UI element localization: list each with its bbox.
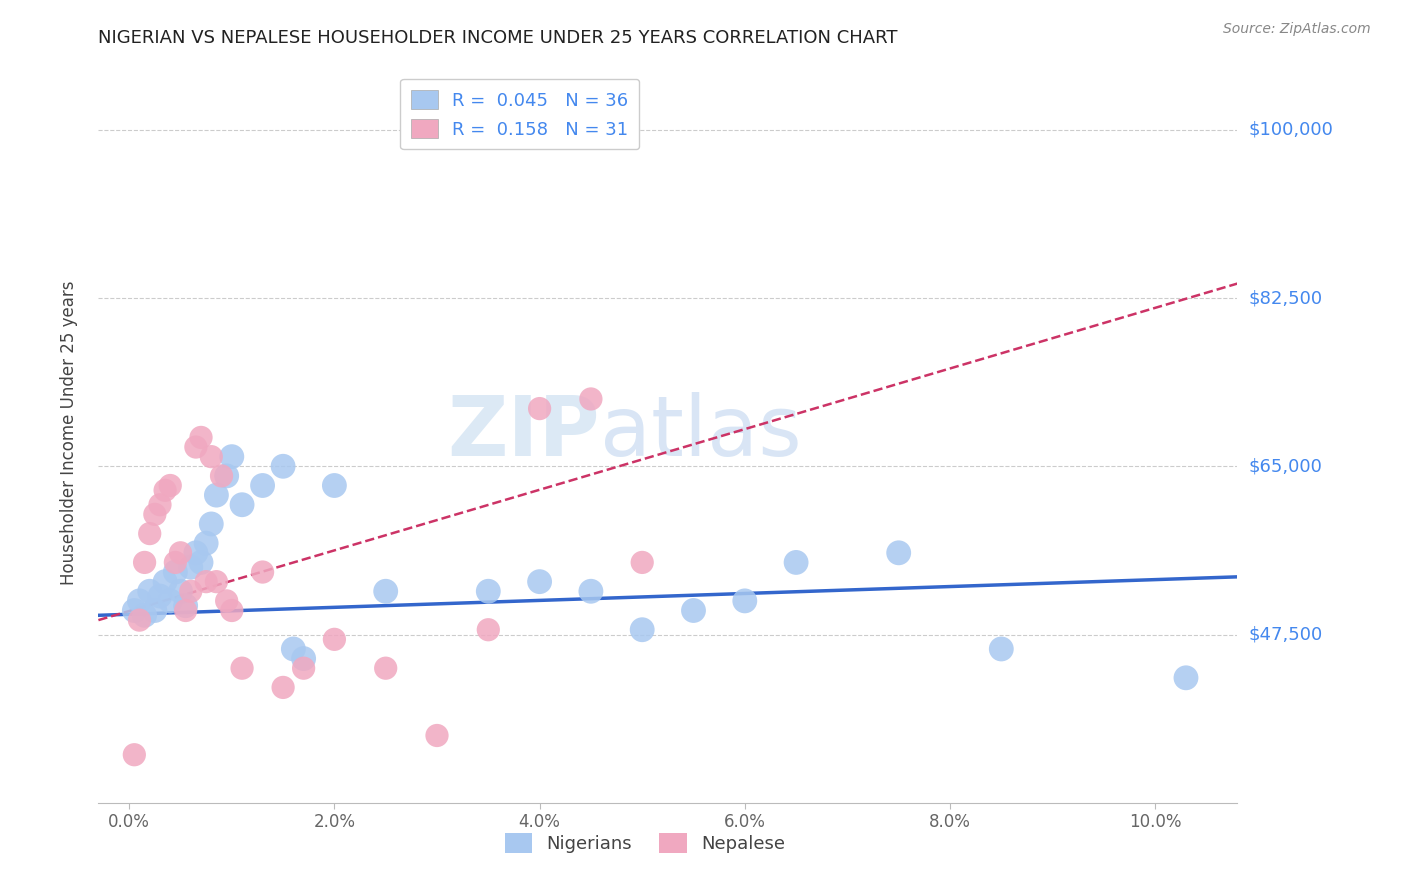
Point (374, 584, 396, 599)
Point (231, 498, 253, 512)
Point (138, 584, 160, 599)
Text: $65,000: $65,000 (1249, 458, 1322, 475)
Point (292, 651, 315, 665)
Point (205, 574, 228, 589)
Point (221, 450, 243, 464)
Text: $47,500: $47,500 (1249, 625, 1323, 643)
Point (174, 603, 197, 617)
Point (271, 681, 294, 695)
Point (184, 546, 207, 560)
Point (138, 526, 160, 541)
Point (200, 450, 222, 464)
Point (631, 556, 654, 570)
Point (231, 661, 253, 675)
Point (153, 574, 176, 589)
Point (887, 546, 910, 560)
Point (271, 459, 294, 474)
Legend: Nigerians, Nepalese: Nigerians, Nepalese (498, 826, 792, 861)
Point (734, 594, 756, 608)
Point (190, 556, 212, 570)
Point (477, 623, 499, 637)
Point (159, 594, 181, 608)
Point (631, 623, 654, 637)
Point (205, 488, 228, 502)
Point (149, 498, 172, 512)
Point (200, 516, 222, 531)
Point (180, 560, 202, 574)
Text: ZIP: ZIP (447, 392, 599, 473)
Point (221, 603, 243, 617)
Point (579, 392, 602, 406)
Point (190, 430, 212, 444)
Text: $82,500: $82,500 (1249, 289, 1323, 307)
Point (990, 642, 1012, 657)
Point (785, 556, 807, 570)
Point (579, 584, 602, 599)
Point (134, 556, 156, 570)
Point (159, 478, 181, 492)
Point (195, 536, 218, 550)
Point (149, 589, 172, 603)
Point (292, 661, 315, 675)
Point (323, 478, 346, 492)
Point (180, 584, 202, 599)
Point (426, 729, 449, 743)
Point (195, 574, 218, 589)
Point (143, 603, 166, 617)
Point (124, 747, 146, 762)
Point (529, 401, 551, 416)
Point (124, 603, 146, 617)
Point (323, 632, 346, 647)
Point (1175, 671, 1198, 685)
Point (252, 478, 274, 492)
Point (169, 584, 191, 599)
Point (128, 594, 150, 608)
Point (477, 584, 499, 599)
Point (215, 594, 238, 608)
Point (134, 608, 156, 623)
Point (215, 469, 238, 483)
Point (184, 440, 207, 454)
Text: NIGERIAN VS NEPALESE HOUSEHOLDER INCOME UNDER 25 YEARS CORRELATION CHART: NIGERIAN VS NEPALESE HOUSEHOLDER INCOME … (98, 29, 898, 47)
Text: atlas: atlas (599, 392, 801, 473)
Point (529, 574, 551, 589)
Point (169, 546, 191, 560)
Point (128, 613, 150, 627)
Text: Source: ZipAtlas.com: Source: ZipAtlas.com (1223, 22, 1371, 37)
Point (374, 661, 396, 675)
Point (143, 508, 166, 522)
Point (211, 469, 233, 483)
Y-axis label: Householder Income Under 25 years: Householder Income Under 25 years (59, 280, 77, 585)
Point (165, 565, 187, 579)
Point (283, 642, 305, 657)
Point (682, 603, 704, 617)
Point (252, 565, 274, 579)
Point (153, 483, 176, 498)
Point (165, 556, 187, 570)
Text: $100,000: $100,000 (1249, 120, 1333, 139)
Point (174, 599, 197, 613)
